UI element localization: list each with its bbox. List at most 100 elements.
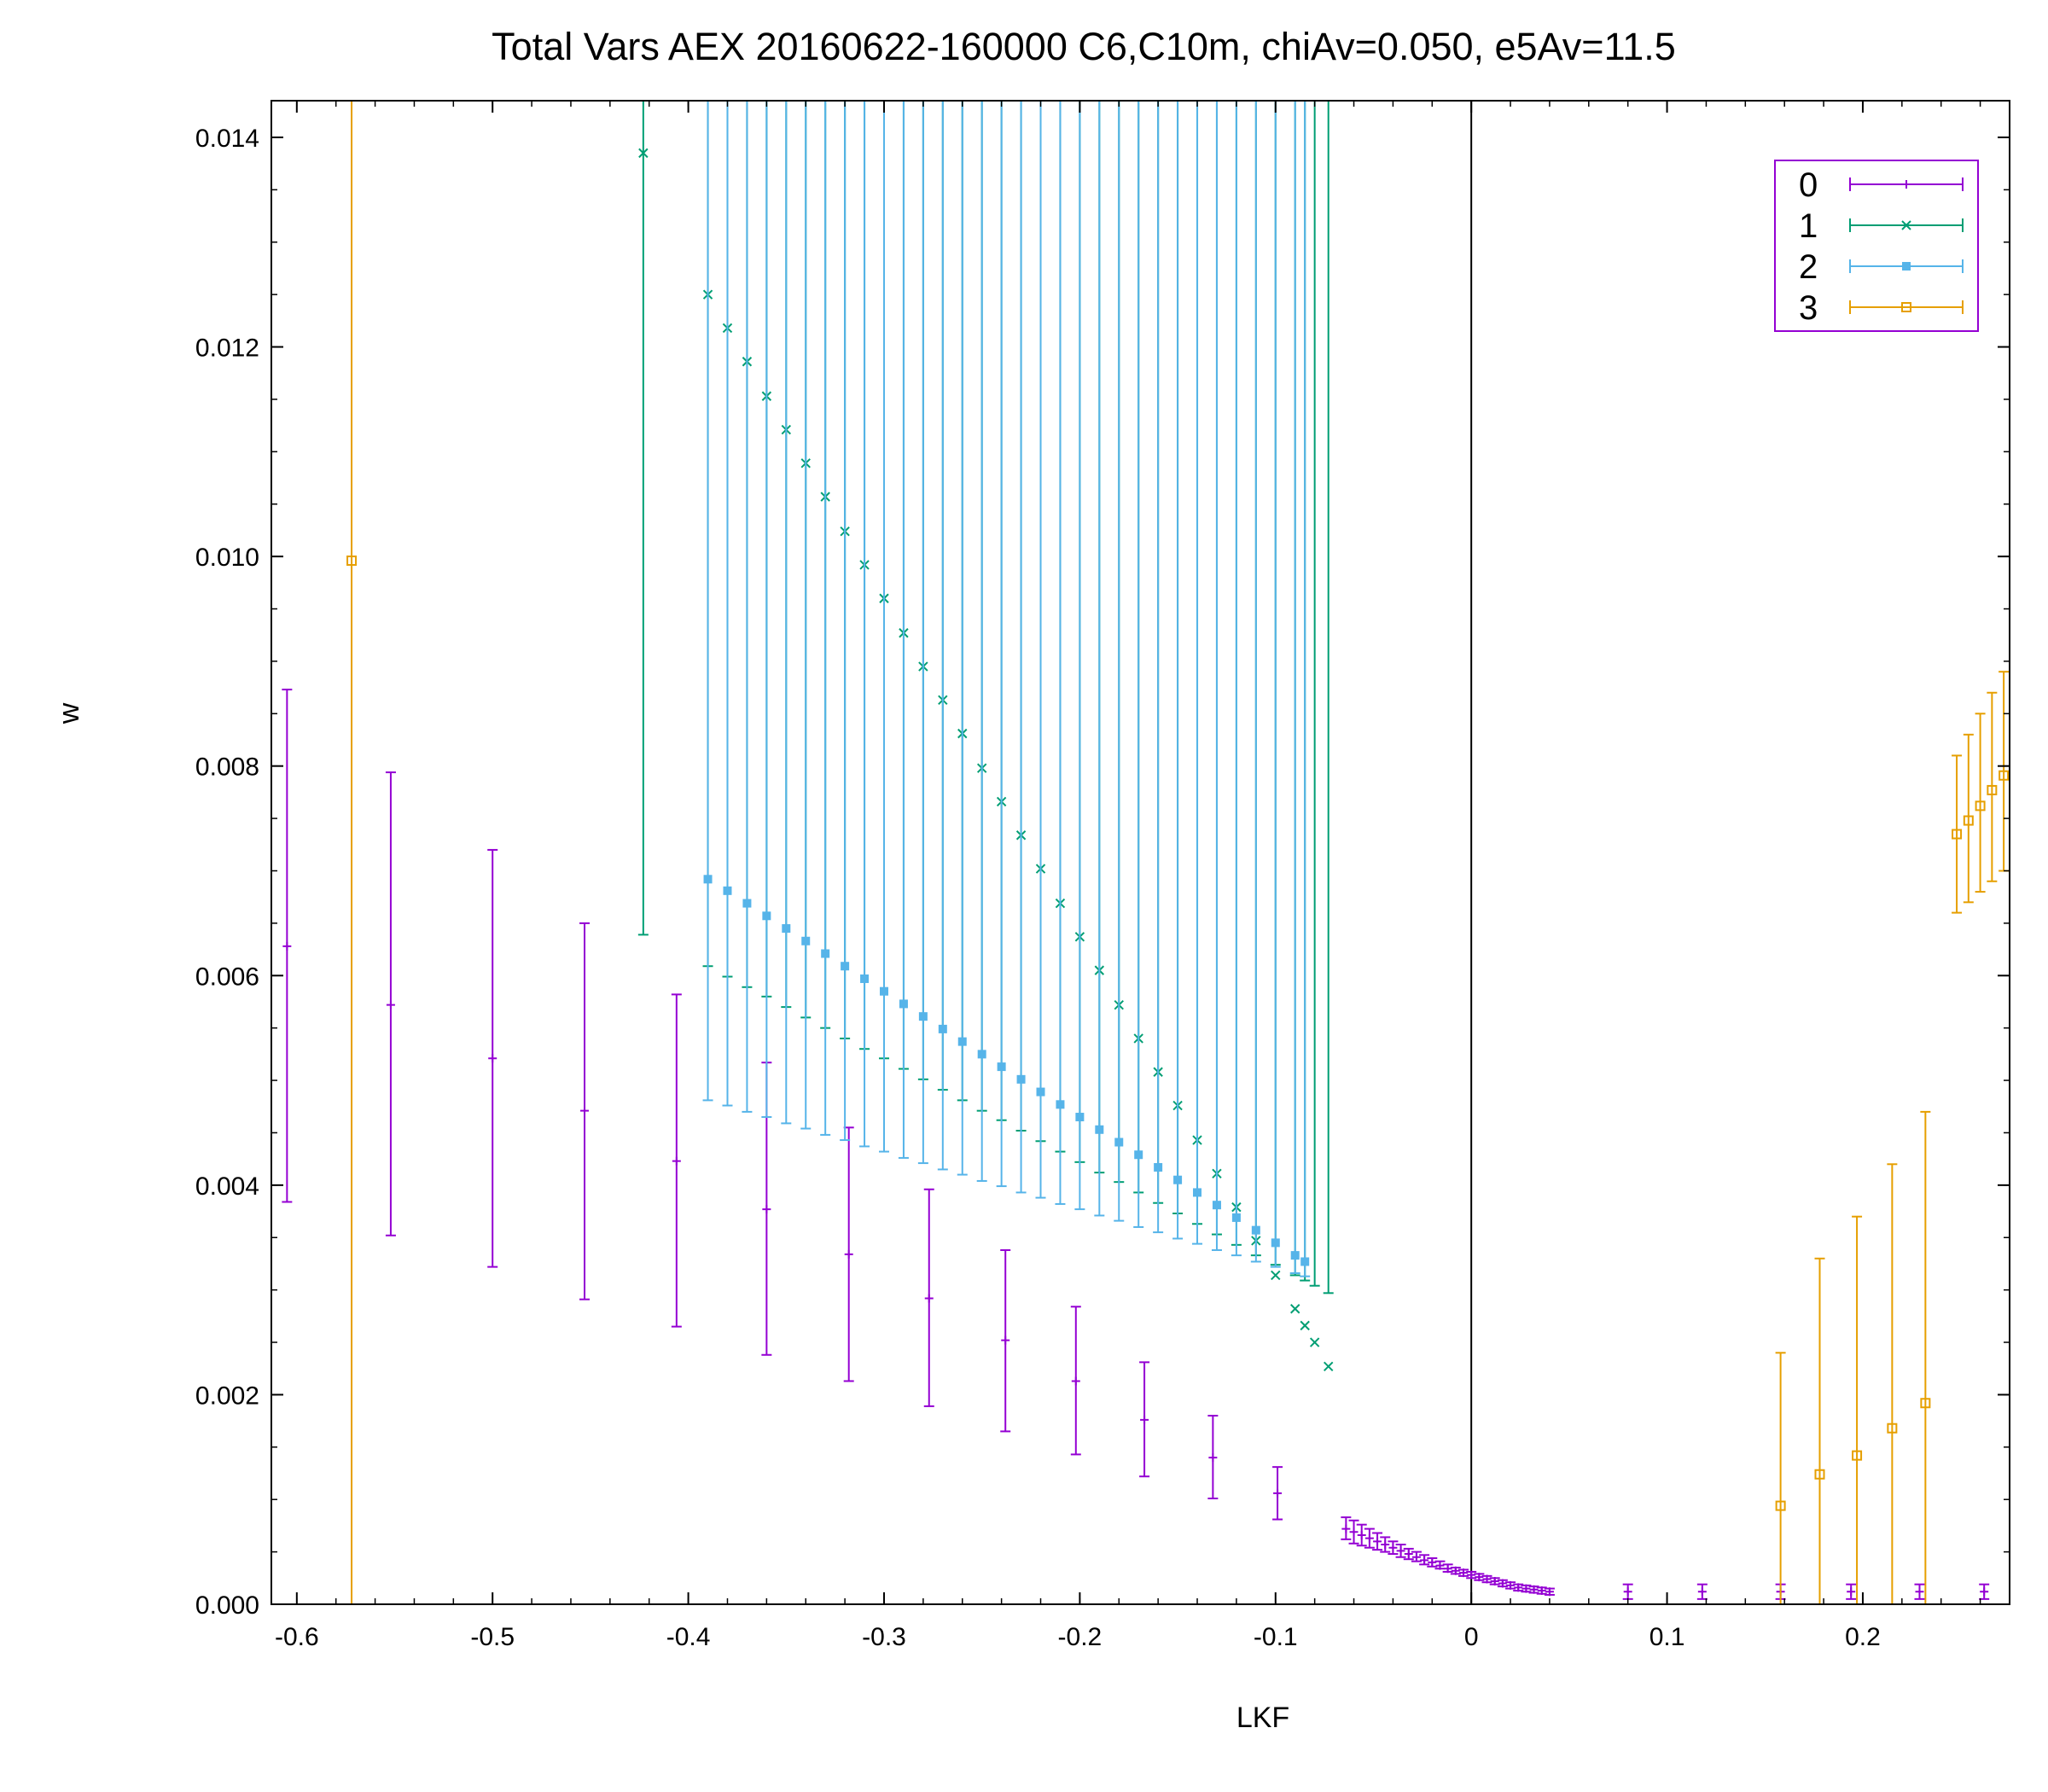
x-tick-label: -0.6 <box>275 1623 319 1651</box>
data-point <box>1323 101 1334 1371</box>
data-point <box>1000 1248 1011 1433</box>
data-point <box>1380 1536 1391 1553</box>
y-tick-label: 0.006 <box>195 963 259 991</box>
data-point <box>385 771 396 1236</box>
data-point <box>917 101 928 1165</box>
data-point <box>1474 1573 1485 1582</box>
data-point <box>1211 101 1222 1251</box>
data-point <box>1172 101 1184 1240</box>
data-point <box>487 848 498 1268</box>
data-point <box>1999 671 2010 872</box>
data-point <box>1497 1579 1508 1588</box>
data-point <box>1395 1544 1406 1558</box>
data-point <box>1348 1519 1359 1545</box>
data-point <box>1153 101 1164 1234</box>
y-tick-label: 0.010 <box>195 544 259 572</box>
x-tick-label: -0.1 <box>1254 1623 1298 1651</box>
data-point <box>1622 1583 1633 1600</box>
data-point <box>1411 1551 1422 1562</box>
data-point <box>1450 1566 1461 1575</box>
y-tick-label: 0.004 <box>195 1172 259 1201</box>
data-point <box>1434 1560 1446 1570</box>
data-point <box>843 1126 854 1382</box>
data-point <box>1231 101 1242 1257</box>
data-point <box>1270 101 1281 1268</box>
data-point <box>1457 1568 1469 1578</box>
data-point <box>1852 1215 1863 1604</box>
legend-label: 0 <box>1799 166 1818 204</box>
y-tick-label: 0.014 <box>195 125 259 153</box>
y-tick-label: 0.008 <box>195 753 259 782</box>
data-point <box>1920 1110 1931 1604</box>
data-point <box>722 101 733 1107</box>
data-point <box>742 101 753 1113</box>
data-point <box>1979 1583 1990 1600</box>
data-point <box>1341 1516 1352 1540</box>
data-point <box>1775 1352 1786 1604</box>
data-point <box>1963 733 1974 904</box>
data-point <box>1544 1587 1555 1597</box>
data-point <box>1481 1574 1492 1584</box>
data-point <box>859 101 870 1148</box>
x-tick-label: -0.4 <box>666 1623 711 1651</box>
data-point <box>1114 101 1125 1222</box>
data-point <box>1987 691 1998 882</box>
data-point <box>346 101 358 1604</box>
legend-swatch <box>1849 177 1964 191</box>
data-point <box>878 101 889 1153</box>
series-0 <box>282 689 1990 1600</box>
y-tick-label: 0.000 <box>195 1591 259 1620</box>
data-point <box>1309 101 1320 1347</box>
data-point <box>820 101 831 1136</box>
legend-label: 1 <box>1799 207 1818 245</box>
data-point <box>1427 1556 1438 1568</box>
data-point <box>1505 1580 1516 1590</box>
data-point <box>840 101 851 1142</box>
chart-title: Total Vars AEX 20160622-160000 C6,C10m, … <box>492 25 1676 68</box>
data-point <box>1139 1361 1150 1478</box>
y-tick-label: 0.002 <box>195 1382 259 1410</box>
data-point <box>1814 1257 1825 1604</box>
data-point <box>923 1188 934 1407</box>
data-point <box>1388 1540 1399 1556</box>
data-point <box>1364 1527 1375 1549</box>
plot-frame <box>271 100 2010 1605</box>
data-point <box>1133 101 1144 1228</box>
data-point <box>1846 1583 1857 1600</box>
data-point <box>781 101 792 1125</box>
y-tick-label: 0.012 <box>195 335 259 363</box>
data-point <box>1289 101 1300 1274</box>
data-point <box>1952 754 1963 914</box>
data-point <box>1466 1570 1477 1580</box>
data-point <box>1489 1576 1500 1585</box>
data-point <box>1521 1584 1532 1593</box>
data-point <box>1250 101 1261 1263</box>
x-tick-label: 0 <box>1464 1623 1479 1651</box>
data-point <box>996 101 1007 1188</box>
data-point <box>637 101 649 936</box>
data-point <box>1914 1583 1925 1600</box>
data-point <box>1035 101 1046 1199</box>
data-point <box>1372 1532 1383 1551</box>
data-point <box>1192 101 1203 1245</box>
data-point <box>800 101 812 1130</box>
x-tick-label: -0.5 <box>470 1623 515 1651</box>
legend-label: 2 <box>1799 248 1818 286</box>
data-point <box>898 101 909 1159</box>
y-axis-label: w <box>53 702 85 724</box>
series-2 <box>702 101 1311 1277</box>
data-point <box>1015 101 1027 1194</box>
x-tick-label: 0.2 <box>1845 1623 1881 1651</box>
data-point <box>1887 1163 1898 1604</box>
data-point <box>1356 1523 1367 1547</box>
data-point <box>976 101 987 1182</box>
marks-layer <box>282 101 2010 1604</box>
data-point <box>1536 1586 1547 1596</box>
data-point <box>579 922 591 1300</box>
data-point <box>1070 1306 1081 1456</box>
data-point <box>1975 713 1986 893</box>
data-point <box>1442 1563 1453 1574</box>
x-axis-label: LKF <box>1236 1702 1289 1734</box>
